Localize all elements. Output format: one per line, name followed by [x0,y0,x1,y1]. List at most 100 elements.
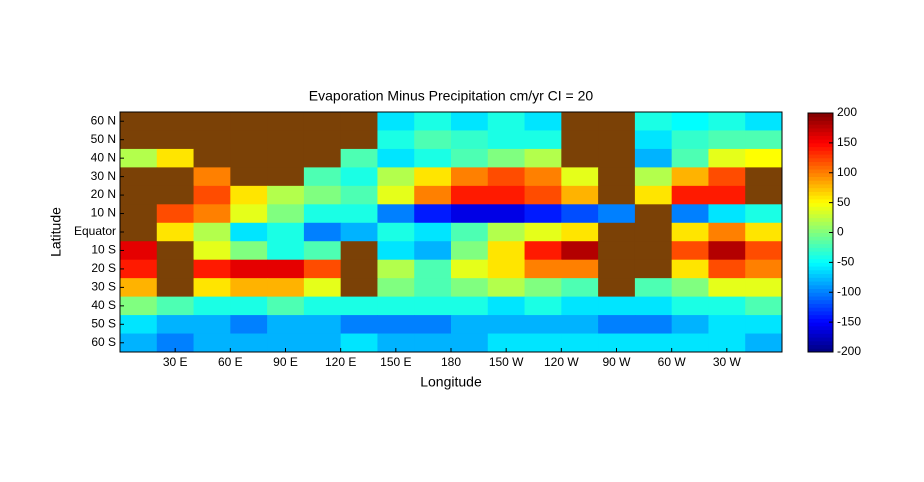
field-cell [634,185,673,205]
land-cell [598,241,636,261]
field-cell [561,296,599,316]
field-cell [340,204,378,224]
field-cell [524,148,562,168]
field-cell [120,241,158,261]
land-cell [230,148,268,168]
field-cell [524,278,562,298]
field-cell [671,167,709,187]
field-cell [120,278,158,298]
field-cell [377,130,415,150]
land-cell [193,112,231,131]
colorbar-swatch [808,228,833,233]
land-cell [634,204,673,224]
land-cell [598,259,636,279]
colorbar-swatch [808,307,833,312]
x-tick-label: 120 E [325,355,356,369]
colorbar-swatch [808,303,833,308]
field-cell [193,333,231,353]
colorbar-swatch [808,198,833,204]
field-cell [451,278,489,298]
field-cell [377,333,415,353]
field-cell [487,148,526,168]
x-tick-label: 30 E [163,355,188,369]
land-cell [303,148,342,168]
field-cell [156,204,195,224]
field-cell [708,278,746,298]
field-cell [487,296,526,316]
field-cell [120,148,158,168]
field-cell [414,167,452,187]
field-cell [193,296,231,316]
field-cell [561,185,599,205]
colorbar-swatch [808,348,833,353]
field-cell [340,185,378,205]
field-cell [561,278,599,298]
colorbar-swatch [808,225,833,230]
field-cell [414,130,452,150]
field-cell [524,315,562,335]
land-cell [340,130,378,150]
field-cell [340,315,378,335]
field-cell [377,222,415,242]
land-cell [230,167,268,187]
colorbar-swatch [808,288,833,293]
field-cell [193,167,231,187]
plot-frame [119,111,783,353]
colorbar-swatch [808,281,833,286]
colorbar-tick-label: -200 [837,344,861,358]
colorbar-swatch [808,172,833,177]
field-cell [671,204,709,224]
y-tick-label: 60 N [91,113,116,127]
y-tick-label: 20 S [91,261,116,275]
colorbar-swatch [808,202,833,207]
land-cell [745,185,783,205]
land-cell [340,259,378,279]
x-tick-label: 150 W [489,355,524,369]
colorbar-swatch [808,183,833,189]
land-cell [120,130,158,150]
field-cell [671,259,709,279]
field-cell [524,167,562,187]
field-cell [708,296,746,316]
field-cell [487,241,526,261]
land-cell [561,148,599,168]
colorbar-swatch [808,284,833,290]
field-cell [156,315,195,335]
field-cell [598,333,636,353]
field-cell [708,222,746,242]
field-cell [487,130,526,150]
colorbar-tick-label: 0 [837,225,844,239]
colorbar-swatch [808,340,833,346]
field-cell [671,333,709,353]
field-cell [156,333,195,353]
field-cell [303,259,342,279]
colorbar-swatch [808,210,833,215]
field-cell [340,148,378,168]
field-cell [708,259,746,279]
field-cell [708,315,746,335]
land-cell [156,241,195,261]
land-cell [598,148,636,168]
field-cell [524,204,562,224]
field-cell [267,241,305,261]
colorbar-swatch [808,277,833,282]
y-tick-label: 10 N [91,206,116,220]
colorbar-swatch [808,318,833,323]
land-cell [561,112,599,131]
colorbar-swatch [808,329,833,334]
field-cell [451,315,489,335]
field-cell [267,315,305,335]
field-cell [377,315,415,335]
field-cell [267,278,305,298]
land-cell [120,112,158,131]
field-cell [671,185,709,205]
field-cell [377,296,415,316]
field-cell [340,333,378,353]
field-cell [524,333,562,353]
chart-title: Evaporation Minus Precipitation cm/yr CI… [309,88,594,104]
colorbar-swatch [808,146,833,151]
field-cell [745,130,783,150]
land-cell [267,148,305,168]
field-cell [120,296,158,316]
field-cell [303,204,342,224]
